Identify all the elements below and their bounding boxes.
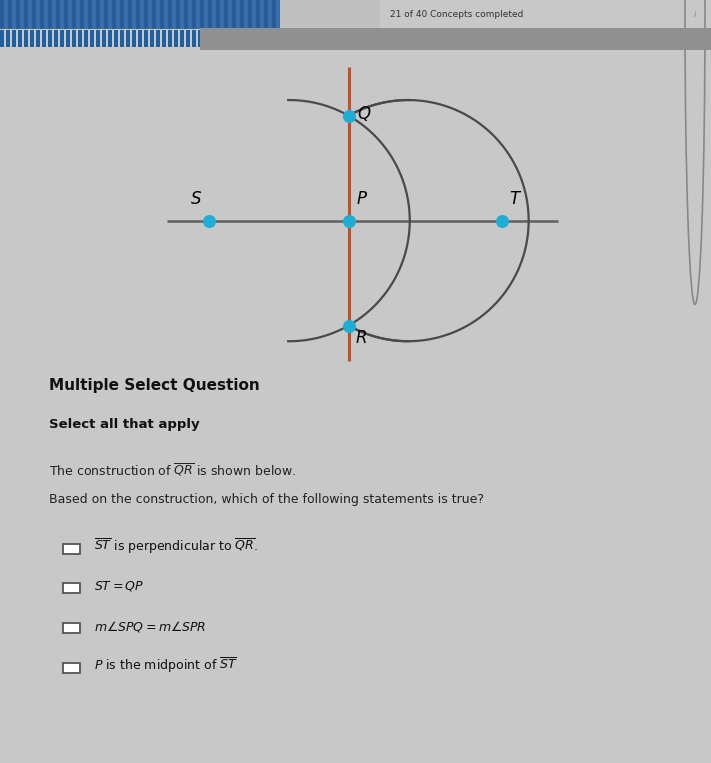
Bar [152, 0, 156, 29]
Bar [272, 0, 276, 29]
Bar [24, 31, 28, 47]
Bar [96, 31, 100, 47]
Bar [120, 0, 124, 29]
Bar [104, 0, 108, 29]
Bar [48, 31, 52, 47]
Text: 21 of 40 Concepts completed: 21 of 40 Concepts completed [390, 10, 523, 19]
Bar [180, 31, 184, 47]
Bar [232, 0, 236, 29]
Bar [36, 31, 40, 47]
Bar [160, 0, 164, 29]
Bar [0, 31, 4, 47]
Text: Q: Q [358, 105, 371, 123]
Bar [168, 0, 172, 29]
Bar [54, 31, 58, 47]
Bar [224, 0, 228, 29]
Bar [6, 31, 10, 47]
Bar [162, 31, 166, 47]
Bar [192, 0, 196, 29]
Bar [240, 0, 244, 29]
FancyBboxPatch shape [63, 663, 80, 673]
Bar [102, 31, 106, 47]
Bar [200, 28, 711, 50]
Bar [60, 31, 64, 47]
Bar [120, 31, 124, 47]
Bar [48, 0, 52, 29]
Text: $\overline{ST}$ is perpendicular to $\overline{QR}$.: $\overline{ST}$ is perpendicular to $\ov… [94, 537, 257, 556]
Bar [0, 0, 280, 29]
Bar [216, 0, 220, 29]
Bar [198, 31, 202, 47]
Bar [84, 31, 88, 47]
Bar [18, 31, 22, 47]
Bar [138, 31, 142, 47]
Bar [108, 31, 112, 47]
Bar [40, 0, 44, 29]
Bar [90, 31, 94, 47]
Bar [132, 31, 136, 47]
Bar [128, 0, 132, 29]
Bar [12, 31, 16, 47]
Bar [256, 0, 260, 29]
Bar [192, 31, 196, 47]
Bar [150, 31, 154, 47]
Text: i: i [694, 10, 696, 19]
Bar [136, 0, 140, 29]
Bar [80, 0, 84, 29]
Bar [184, 0, 188, 29]
Text: T: T [510, 190, 520, 208]
Bar [208, 0, 212, 29]
Bar [144, 0, 148, 29]
FancyBboxPatch shape [63, 584, 80, 594]
Bar [168, 31, 172, 47]
Bar [174, 31, 178, 47]
Bar [72, 0, 76, 29]
Bar [176, 0, 180, 29]
Bar [248, 0, 252, 29]
Text: $ST = QP$: $ST = QP$ [94, 579, 144, 594]
Point [343, 110, 354, 122]
Bar [56, 0, 60, 29]
Bar [126, 31, 130, 47]
Bar [112, 0, 116, 29]
Bar [186, 31, 190, 47]
Bar [0, 0, 4, 29]
Bar [24, 0, 28, 29]
Bar [280, 0, 380, 29]
Text: S: S [191, 190, 202, 208]
Bar [88, 0, 92, 29]
Bar [30, 31, 34, 47]
Text: P: P [357, 190, 367, 208]
FancyBboxPatch shape [63, 623, 80, 633]
Bar [200, 0, 204, 29]
Bar [78, 31, 82, 47]
Bar [264, 0, 268, 29]
Bar [42, 31, 46, 47]
Bar [156, 31, 160, 47]
Text: $P$ is the midpoint of $\overline{ST}$: $P$ is the midpoint of $\overline{ST}$ [94, 656, 237, 675]
Bar [114, 31, 118, 47]
Bar [66, 31, 70, 47]
Text: Multiple Select Question: Multiple Select Question [49, 378, 260, 393]
Text: The construction of $\overline{QR}$ is shown below.: The construction of $\overline{QR}$ is s… [49, 462, 296, 478]
Bar [8, 0, 12, 29]
Bar [96, 0, 100, 29]
Bar [144, 31, 148, 47]
Bar [72, 31, 76, 47]
Text: $m\angle SPQ = m\angle SPR$: $m\angle SPQ = m\angle SPR$ [94, 619, 206, 633]
Bar [64, 0, 68, 29]
Point [497, 214, 508, 227]
Bar [16, 0, 20, 29]
Point [203, 214, 215, 227]
Point [343, 214, 354, 227]
Point [343, 320, 354, 332]
FancyBboxPatch shape [63, 544, 80, 554]
Text: R: R [356, 329, 367, 347]
Bar [32, 0, 36, 29]
Text: Based on the construction, which of the following statements is true?: Based on the construction, which of the … [49, 493, 484, 506]
Text: Select all that apply: Select all that apply [49, 418, 200, 431]
